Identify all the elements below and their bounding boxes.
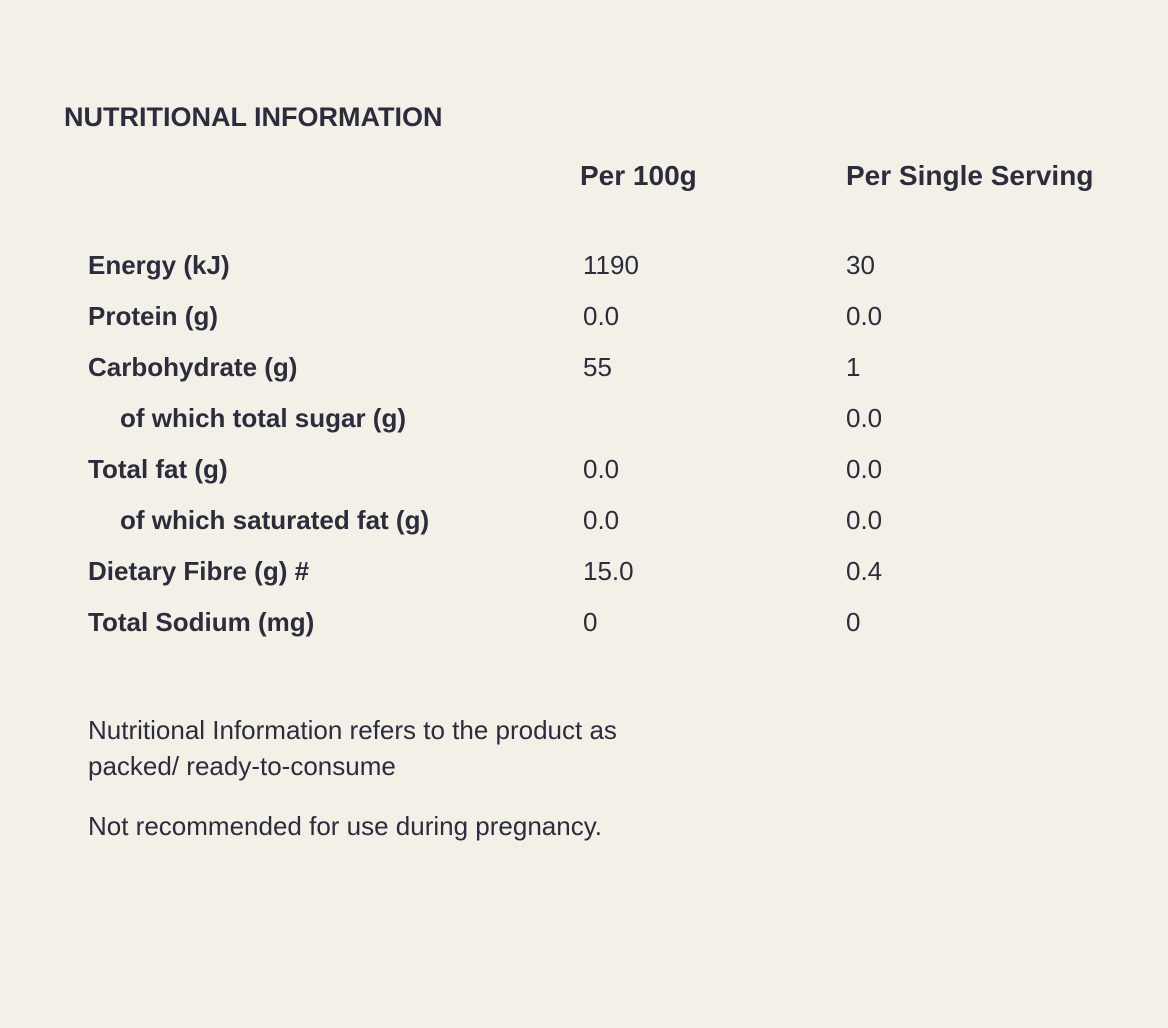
per-serving-value: 0.4 — [846, 556, 883, 586]
per-serving-value: 0.0 — [846, 403, 883, 433]
footnote: Nutritional Information refers to the pr… — [88, 715, 617, 781]
row-label: of which total sugar (g) — [120, 403, 406, 433]
row-label: Carbohydrate (g) — [88, 352, 298, 382]
per-serving-value: 30 — [846, 250, 875, 280]
footnote: Not recommended for use during pregnancy… — [88, 811, 603, 841]
column-header: Per 100g — [580, 160, 697, 191]
per-100g-value: 0.0 — [583, 454, 620, 484]
row-label: Total Sodium (mg) — [88, 607, 315, 637]
per-serving-value: 0.0 — [846, 301, 883, 331]
row-label: of which saturated fat (g) — [120, 505, 430, 535]
per-100g-value: 0.0 — [583, 505, 620, 535]
row-label: Total fat (g) — [88, 454, 228, 484]
per-100g-value: 15.0 — [583, 556, 634, 586]
per-100g-value: 1190 — [583, 250, 639, 280]
per-100g-value: 0 — [583, 607, 598, 637]
row-label: Energy (kJ) — [88, 250, 230, 280]
row-label: Dietary Fibre (g) # — [88, 556, 310, 586]
column-header: Per Single Serving — [846, 160, 1094, 191]
per-serving-value: 0 — [846, 607, 861, 637]
title: NUTRITIONAL INFORMATION — [64, 102, 443, 132]
per-100g-value: 0.0 — [583, 301, 620, 331]
per-100g-value: 55 — [583, 352, 612, 382]
row-label: Protein (g) — [88, 301, 218, 331]
per-serving-value: 0.0 — [846, 454, 883, 484]
per-serving-value: 1 — [846, 352, 861, 382]
per-serving-value: 0.0 — [846, 505, 883, 535]
